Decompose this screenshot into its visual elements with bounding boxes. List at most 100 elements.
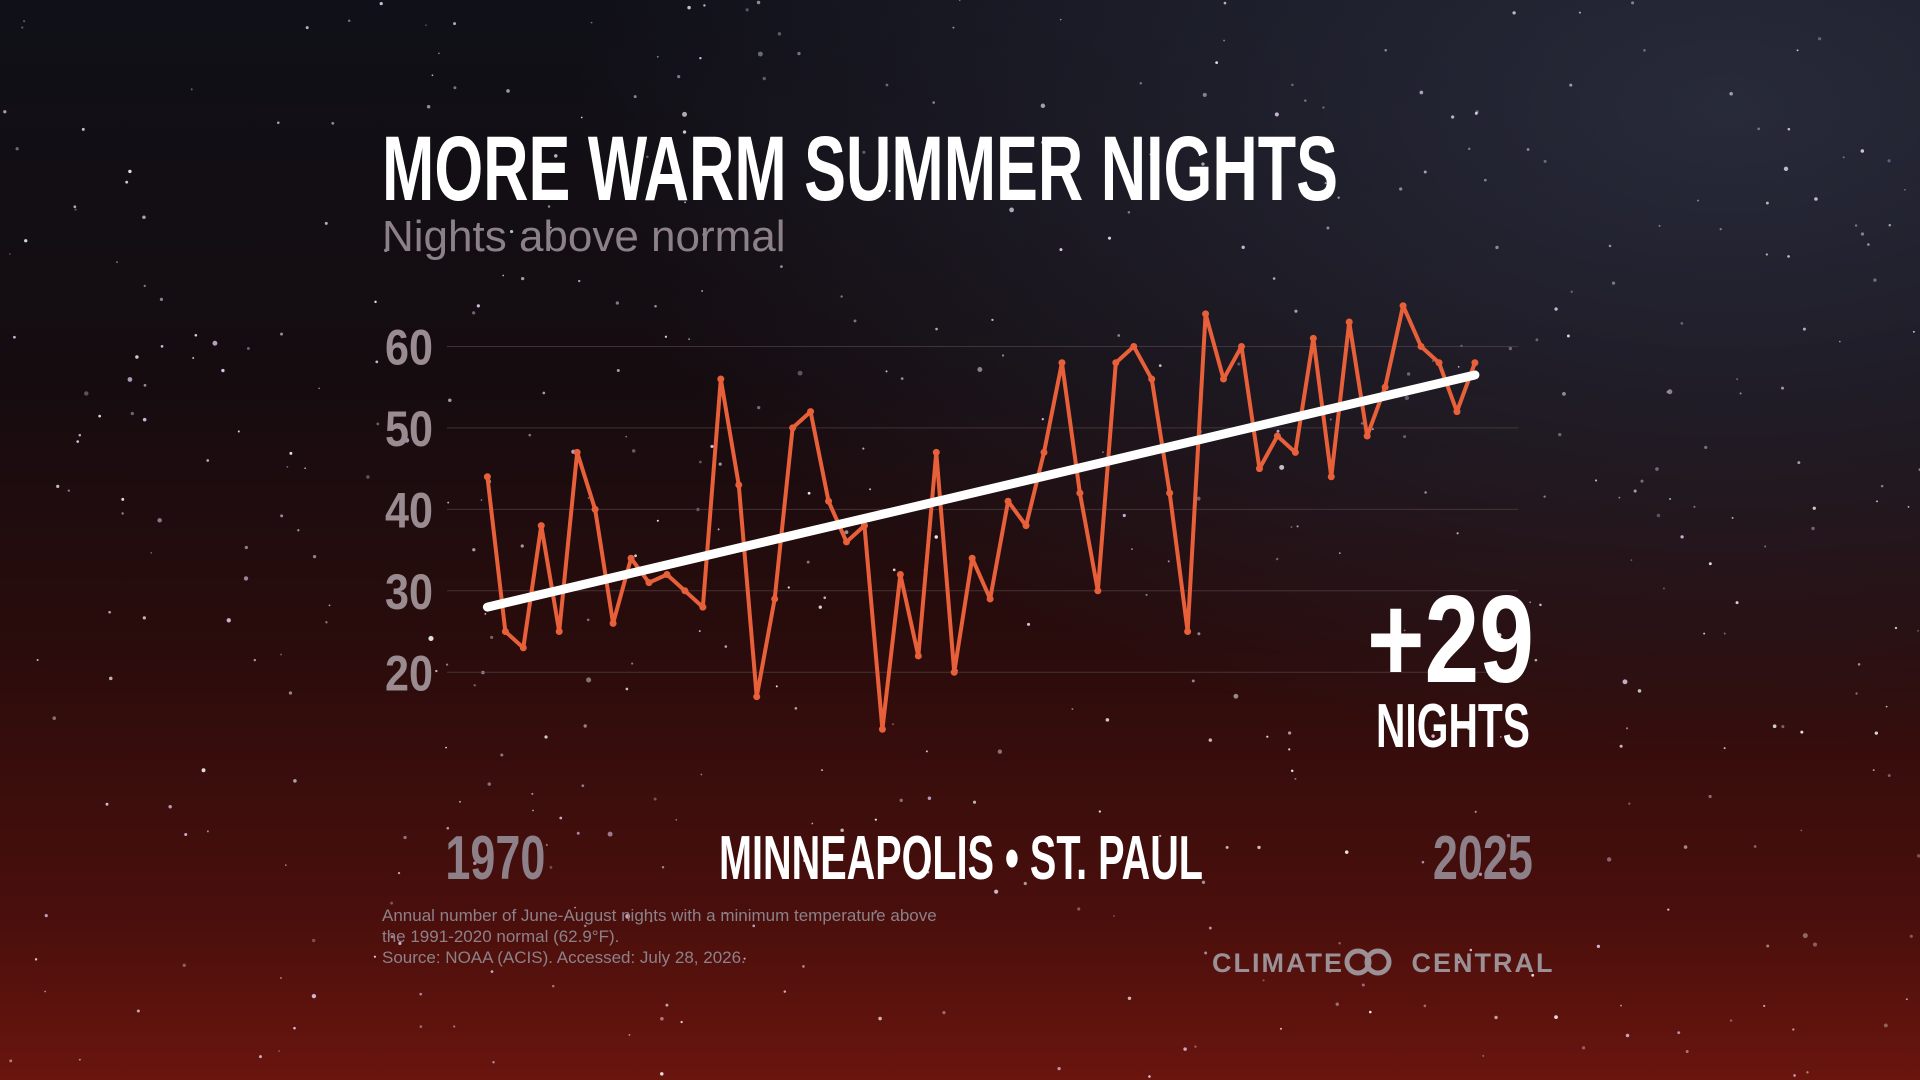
star: [994, 889, 999, 894]
star: [192, 356, 195, 359]
star: [472, 311, 476, 315]
star: [1529, 601, 1532, 604]
star: [1494, 1015, 1498, 1020]
star: [1287, 731, 1292, 735]
star: [1233, 693, 1239, 699]
star: [253, 658, 257, 662]
data-point: [1022, 522, 1030, 530]
star: [23, 20, 26, 23]
star: [1531, 973, 1535, 977]
star: [1001, 354, 1005, 357]
star: [280, 332, 283, 336]
star: [559, 816, 563, 820]
star: [1467, 726, 1471, 730]
star: [802, 965, 805, 968]
data-point: [609, 619, 617, 627]
star: [625, 913, 631, 919]
star: [1499, 735, 1502, 738]
star: [1237, 362, 1241, 366]
star: [899, 798, 903, 803]
star: [472, 548, 476, 552]
star: [1631, 1, 1635, 5]
star: [445, 746, 447, 749]
star: [675, 818, 678, 821]
star: [794, 707, 798, 710]
data-point: [1417, 342, 1425, 350]
star: [1167, 560, 1170, 563]
star: [212, 340, 218, 346]
star: [476, 304, 480, 308]
star: [1105, 718, 1110, 722]
star: [1041, 140, 1045, 145]
star: [1855, 692, 1858, 695]
star: [1194, 1045, 1197, 1048]
star: [74, 208, 77, 211]
star: [1223, 39, 1225, 42]
star: [286, 466, 289, 468]
star: [116, 261, 118, 263]
star: [699, 57, 702, 60]
star: [168, 805, 172, 809]
star: [581, 784, 585, 788]
plot: 20 30 40 50 60 1970 2025: [385, 302, 1533, 893]
star: [910, 169, 916, 175]
star: [1335, 1002, 1339, 1006]
star: [1201, 880, 1206, 884]
star: [428, 635, 434, 642]
star: [34, 958, 38, 961]
star: [1057, 1066, 1061, 1071]
data-point: [663, 571, 671, 579]
star: [969, 848, 973, 852]
star: [182, 963, 186, 967]
star: [710, 444, 714, 449]
star: [1611, 281, 1616, 285]
star: [1324, 182, 1327, 185]
star: [926, 870, 930, 874]
star: [76, 440, 80, 443]
data-point: [483, 473, 491, 481]
star: [397, 871, 401, 875]
star: [807, 491, 811, 495]
star: [206, 830, 209, 833]
star: [1496, 632, 1502, 638]
star: [435, 669, 438, 673]
star: [578, 279, 581, 283]
data-point: [914, 652, 922, 660]
star: [1159, 834, 1162, 838]
star: [157, 518, 162, 523]
star: [1763, 1004, 1766, 1008]
star: [1040, 103, 1046, 109]
star: [1860, 232, 1865, 236]
star: [925, 750, 928, 753]
star: [554, 154, 558, 158]
star: [818, 605, 822, 609]
star: [521, 276, 525, 281]
star: [206, 459, 210, 462]
star: [142, 215, 146, 220]
star: [682, 111, 688, 117]
star: [688, 338, 690, 341]
star: [1739, 392, 1742, 395]
star: [1183, 1047, 1187, 1051]
star: [390, 901, 394, 905]
data-point: [1130, 342, 1138, 350]
trend-line: [482, 370, 1480, 612]
star: [892, 723, 894, 726]
star: [398, 941, 402, 945]
star: [934, 535, 938, 539]
star: [226, 618, 231, 623]
star: [500, 753, 504, 757]
star: [1685, 1050, 1689, 1053]
star: [1424, 491, 1427, 494]
star: [783, 990, 787, 993]
chart-subtitle: Nights above normal: [382, 212, 786, 261]
star: [687, 5, 691, 10]
star: [1753, 845, 1757, 848]
star: [654, 305, 657, 308]
star: [958, 0, 961, 1]
star: [1787, 127, 1791, 131]
star: [1723, 747, 1726, 750]
star: [1797, 461, 1801, 465]
star: [797, 51, 801, 56]
star: [384, 248, 388, 253]
